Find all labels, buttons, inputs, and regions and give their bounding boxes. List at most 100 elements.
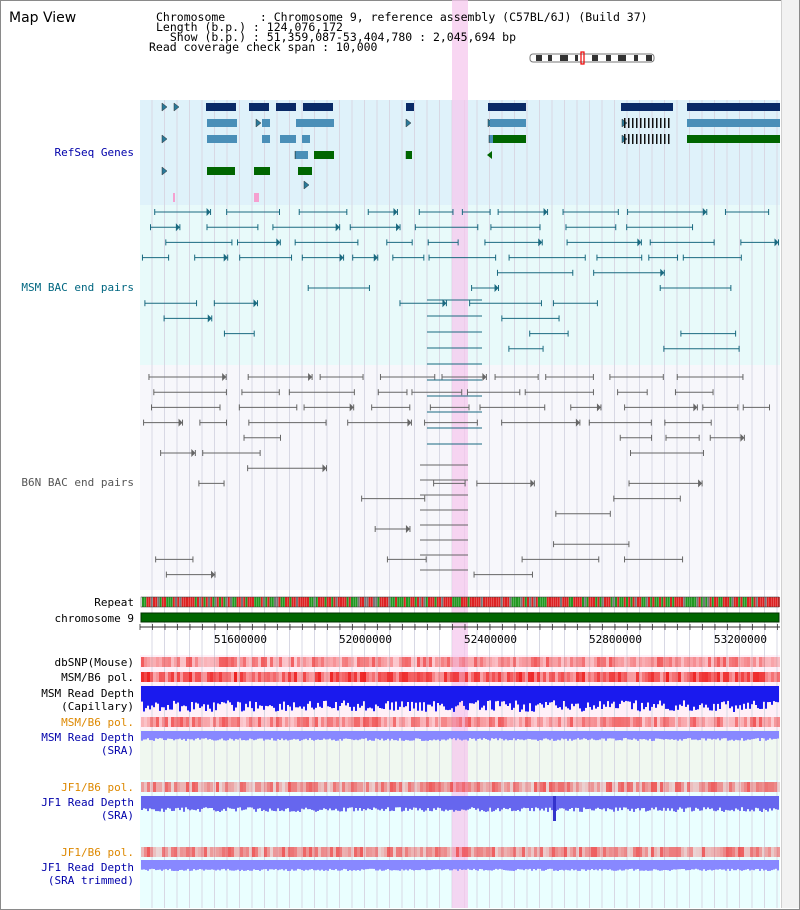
- jf1-pol-strip: [378, 782, 381, 792]
- msm-pol-sra-strip: [498, 717, 501, 727]
- msm-depth-sra-bar: [597, 731, 599, 741]
- repeat-mark: [744, 597, 747, 607]
- refseq-gene: [490, 119, 526, 127]
- jf1-pol-trim-strip: [618, 847, 621, 857]
- jf1-depth-bar: [731, 796, 733, 810]
- jf1-pol-strip: [408, 782, 411, 792]
- jf1-pol-trim-strip: [744, 847, 747, 857]
- jf1-depth-bar: [595, 796, 597, 809]
- jf1-depth-bar: [441, 796, 443, 811]
- msm-depth-sra-bar: [569, 731, 571, 739]
- repeat-mark: [223, 597, 226, 607]
- msm-depth-cap-bar: [313, 686, 315, 710]
- track-label-refseq[interactable]: RefSeq Genes: [54, 146, 134, 159]
- jf1-depth-trim-bar: [535, 860, 537, 871]
- msm-pol-strip: [768, 672, 771, 682]
- msm-pol-sra-strip: [600, 717, 603, 727]
- jf1-pol-strip: [579, 782, 582, 792]
- msm-depth-cap-bar: [523, 686, 525, 705]
- jf1-depth-trim-bar: [249, 860, 251, 871]
- msm-pol-sra-strip: [285, 717, 288, 727]
- dbsnp-strip: [633, 657, 636, 667]
- jf1-depth-trim-bar: [679, 860, 681, 870]
- msm-pol-strip: [327, 672, 330, 682]
- dbsnp-strip: [750, 657, 753, 667]
- msm-depth-sra-bar: [289, 731, 291, 740]
- jf1-depth-trim-bar: [487, 860, 489, 871]
- msm-depth-sra-bar: [441, 731, 443, 740]
- jf1-depth-bar: [223, 796, 225, 809]
- track-label-b6n-bac[interactable]: B6N BAC end pairs: [21, 476, 134, 489]
- msm-pol-strip: [654, 672, 657, 682]
- msm-depth-sra-bar: [211, 731, 213, 740]
- msm-depth-cap-bar: [199, 686, 201, 708]
- msm-pol-sra-strip: [684, 717, 687, 727]
- repeat-mark: [707, 597, 710, 607]
- exon-mark: [640, 134, 642, 144]
- msm-pol-sra-strip: [177, 717, 180, 727]
- jf1-pol-trim-strip: [591, 847, 594, 857]
- dbsnp-strip: [576, 657, 579, 667]
- jf1-pol-trim-strip: [291, 847, 294, 857]
- repeat-mark: [714, 597, 716, 607]
- jf1-depth-trim-bar: [251, 860, 253, 871]
- dbsnp-strip: [504, 657, 507, 667]
- track-label-msm-bac[interactable]: MSM BAC end pairs: [21, 281, 134, 294]
- msm-pol-sra-strip: [522, 717, 525, 727]
- jf1-pol-strip: [705, 782, 708, 792]
- vertical-scrollbar[interactable]: [781, 0, 799, 908]
- dbsnp-strip: [741, 657, 744, 667]
- repeat-mark: [258, 597, 261, 607]
- track-label-msm-b6-pol: MSM/B6 pol.: [61, 671, 134, 684]
- jf1-depth-bar: [303, 796, 305, 810]
- msm-bac-pair-arrow: [442, 299, 447, 308]
- jf1-pol-strip: [399, 782, 402, 792]
- msm-depth-sra-bar: [477, 731, 479, 739]
- jf1-depth-bar: [569, 796, 571, 809]
- dbsnp-strip: [213, 657, 216, 667]
- jf1-depth-bar: [387, 796, 389, 808]
- msm-depth-sra-bar: [571, 731, 573, 741]
- msm-depth-sra-bar: [693, 731, 695, 740]
- jf1-depth-trim-bar: [353, 860, 355, 871]
- msm-pol-sra-strip: [480, 717, 483, 727]
- jf1-depth-bar: [281, 796, 283, 811]
- dbsnp-strip: [180, 657, 183, 667]
- dbsnp-strip: [687, 657, 690, 667]
- msm-depth-sra-bar: [625, 731, 627, 738]
- jf1-pol-trim-strip: [606, 847, 609, 857]
- repeat-mark: [210, 597, 213, 607]
- jf1-depth-bar: [153, 796, 155, 810]
- jf1-depth-bar: [179, 796, 181, 811]
- jf1-depth-bar: [763, 796, 765, 809]
- jf1-depth-trim-bar: [165, 860, 167, 870]
- msm-pol-strip: [183, 672, 186, 682]
- jf1-pol-strip: [162, 782, 165, 792]
- jf1-depth-bar: [715, 796, 717, 812]
- jf1-pol-trim-strip: [234, 847, 237, 857]
- msm-pol-sra-strip: [657, 717, 660, 727]
- jf1-depth-trim-bar: [201, 860, 203, 870]
- repeat-mark: [542, 597, 545, 607]
- track-label-jf1-b6-pol-trim: JF1/B6 pol.: [61, 846, 134, 859]
- dbsnp-strip: [771, 657, 774, 667]
- repeat-mark: [758, 597, 760, 607]
- jf1-pol-strip: [333, 782, 336, 792]
- msm-depth-sra-bar: [429, 731, 431, 740]
- repeat-mark: [524, 597, 527, 607]
- repeat-mark: [661, 597, 664, 607]
- dbsnp-strip: [597, 657, 600, 667]
- msm-pol-strip: [243, 672, 246, 682]
- repeat-mark: [628, 597, 631, 607]
- dbsnp-strip: [225, 657, 228, 667]
- jf1-depth-trim-bar: [581, 860, 583, 870]
- msm-depth-cap-bar: [469, 686, 471, 704]
- jf1-pol-trim-strip: [498, 847, 501, 857]
- jf1-depth-bar: [535, 796, 537, 808]
- msm-depth-cap-bar: [251, 686, 253, 709]
- exon-mark: [644, 118, 646, 128]
- jf1-pol-strip: [216, 782, 219, 792]
- msm-depth-cap-bar: [279, 686, 281, 704]
- jf1-depth-trim-bar: [423, 860, 425, 870]
